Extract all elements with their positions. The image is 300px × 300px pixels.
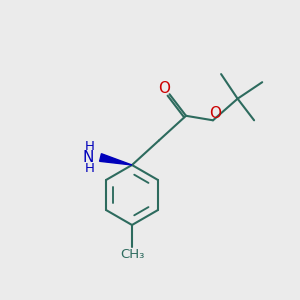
Text: O: O <box>158 81 170 96</box>
Text: N: N <box>82 150 94 165</box>
Text: O: O <box>209 106 221 121</box>
Text: H: H <box>85 140 95 154</box>
Text: H: H <box>85 161 95 175</box>
Polygon shape <box>100 154 132 165</box>
Text: CH₃: CH₃ <box>120 248 144 262</box>
